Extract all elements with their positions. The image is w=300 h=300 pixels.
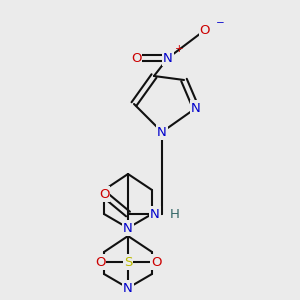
- Text: +: +: [175, 44, 183, 54]
- Text: S: S: [124, 256, 132, 268]
- Text: N: N: [123, 221, 133, 235]
- Text: O: O: [95, 256, 105, 268]
- Text: O: O: [200, 23, 210, 37]
- Text: O: O: [99, 188, 109, 200]
- Text: N: N: [123, 281, 133, 295]
- Text: N: N: [163, 52, 173, 64]
- Text: O: O: [151, 256, 161, 268]
- Text: N: N: [150, 208, 160, 220]
- Text: N: N: [157, 125, 167, 139]
- Text: O: O: [131, 52, 141, 64]
- Text: −: −: [216, 18, 224, 28]
- Text: H: H: [170, 208, 180, 220]
- Text: N: N: [191, 101, 201, 115]
